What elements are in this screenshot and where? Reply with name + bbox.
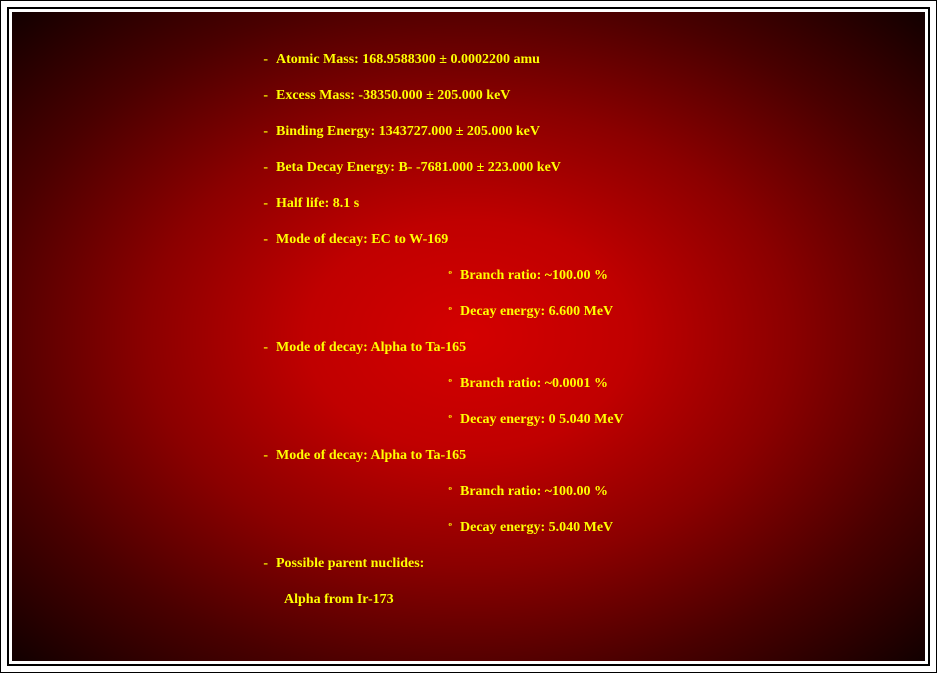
outer-frame: - Atomic Mass: 168.9588300 ± 0.0002200 a… [0,0,937,673]
bullet-level1: - [12,448,276,464]
bullet-level1: - [12,340,276,356]
row-beta-decay: - Beta Decay Energy: B- -7681.000 ± 223.… [12,160,925,176]
bullet-level1: - [12,124,276,140]
binding-energy-text: Binding Energy: 1343727.000 ± 205.000 ke… [276,124,925,140]
data-panel: - Atomic Mass: 168.9588300 ± 0.0002200 a… [12,12,925,661]
bullet-level1: - [12,196,276,212]
row-decay2-mode: - Mode of decay: Alpha to Ta-165 [12,340,925,356]
bullet-level1: - [12,556,276,572]
bullet-level2: º [12,484,460,498]
row-excess-mass: - Excess Mass: -38350.000 ± 205.000 keV [12,88,925,104]
decay1-energy-text: Decay energy: 6.600 MeV [460,304,925,320]
bullet-level2: º [12,268,460,282]
bullet-level1: - [12,88,276,104]
bullet-level1: - [12,232,276,248]
row-atomic-mass: - Atomic Mass: 168.9588300 ± 0.0002200 a… [12,52,925,68]
half-life-text: Half life: 8.1 s [276,196,925,212]
row-decay2-energy: º Decay energy: 0 5.040 MeV [12,412,925,428]
row-decay3-energy: º Decay energy: 5.040 MeV [12,520,925,536]
bullet-level2: º [12,304,460,318]
row-binding-energy: - Binding Energy: 1343727.000 ± 205.000 … [12,124,925,140]
bullet-level1: - [12,52,276,68]
inner-frame: - Atomic Mass: 168.9588300 ± 0.0002200 a… [7,7,930,666]
decay2-branch-text: Branch ratio: ~0.0001 % [460,376,925,392]
bullet-level2: º [12,412,460,426]
bullet-level2: º [12,376,460,390]
row-decay2-branch: º Branch ratio: ~0.0001 % [12,376,925,392]
atomic-mass-text: Atomic Mass: 168.9588300 ± 0.0002200 amu [276,52,925,68]
decay3-mode-text: Mode of decay: Alpha to Ta-165 [276,448,925,464]
decay1-branch-text: Branch ratio: ~100.00 % [460,268,925,284]
row-half-life: - Half life: 8.1 s [12,196,925,212]
excess-mass-text: Excess Mass: -38350.000 ± 205.000 keV [276,88,925,104]
bullet-level1: - [12,160,276,176]
decay3-energy-text: Decay energy: 5.040 MeV [460,520,925,536]
beta-decay-text: Beta Decay Energy: B- -7681.000 ± 223.00… [276,160,925,176]
parent-header-text: Possible parent nuclides: [276,556,925,572]
row-decay1-branch: º Branch ratio: ~100.00 % [12,268,925,284]
decay3-branch-text: Branch ratio: ~100.00 % [460,484,925,500]
decay1-mode-text: Mode of decay: EC to W-169 [276,232,925,248]
bullet-level2: º [12,520,460,534]
row-decay3-mode: - Mode of decay: Alpha to Ta-165 [12,448,925,464]
row-decay1-energy: º Decay energy: 6.600 MeV [12,304,925,320]
decay2-energy-text: Decay energy: 0 5.040 MeV [460,412,925,428]
parent1-text: Alpha from Ir-173 [284,592,925,608]
row-decay3-branch: º Branch ratio: ~100.00 % [12,484,925,500]
decay2-mode-text: Mode of decay: Alpha to Ta-165 [276,340,925,356]
row-parent-header: - Possible parent nuclides: [12,556,925,572]
row-decay1-mode: - Mode of decay: EC to W-169 [12,232,925,248]
